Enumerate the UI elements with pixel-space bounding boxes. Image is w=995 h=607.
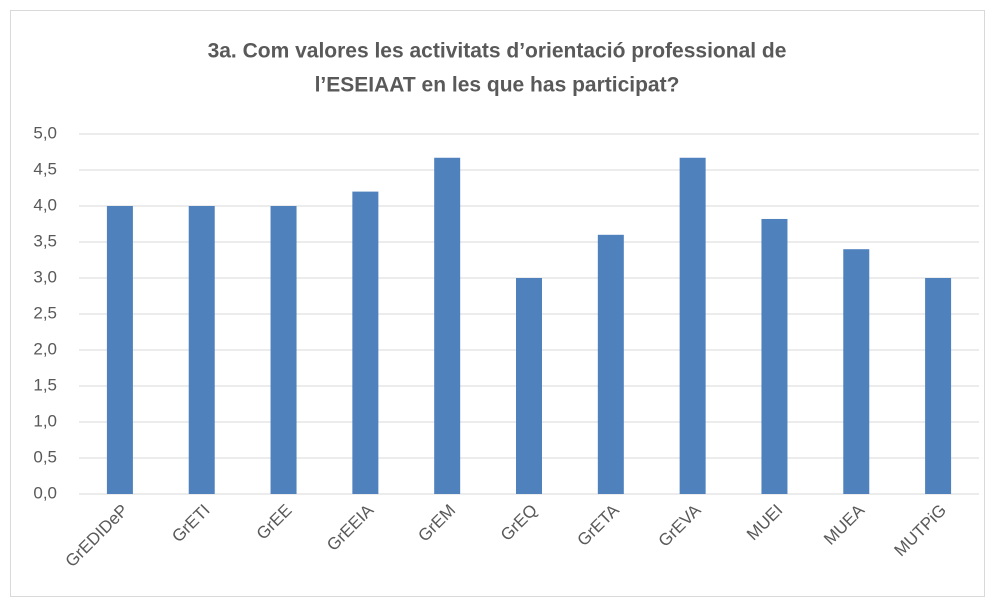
bar <box>352 191 379 494</box>
y-tick-label: 3,5 <box>33 231 57 250</box>
bar <box>188 206 215 494</box>
bar <box>761 218 788 494</box>
bar <box>843 249 870 494</box>
y-tick-label: 4,0 <box>33 195 57 214</box>
y-tick-label: 0,0 <box>33 483 57 502</box>
bar <box>270 206 297 494</box>
chart-title: l’ESEIAAT en les que has participat? <box>315 74 680 97</box>
y-tick-label: 0,5 <box>33 447 57 466</box>
y-tick-label: 4,5 <box>33 159 57 178</box>
bar <box>597 234 624 495</box>
y-tick-label: 2,0 <box>33 339 57 358</box>
bar <box>679 157 706 494</box>
chart-border <box>10 10 985 597</box>
chart-title: 3a. Com valores les activitats d’orienta… <box>208 40 787 63</box>
y-tick-label: 1,5 <box>33 375 57 394</box>
bar <box>925 278 952 494</box>
bar <box>106 206 133 494</box>
bar <box>516 278 542 494</box>
y-tick-label: 1,0 <box>33 411 57 430</box>
y-tick-label: 3,0 <box>33 267 57 286</box>
bar <box>434 157 461 494</box>
y-tick-label: 5,0 <box>33 123 57 142</box>
y-tick-label: 2,5 <box>33 303 57 322</box>
